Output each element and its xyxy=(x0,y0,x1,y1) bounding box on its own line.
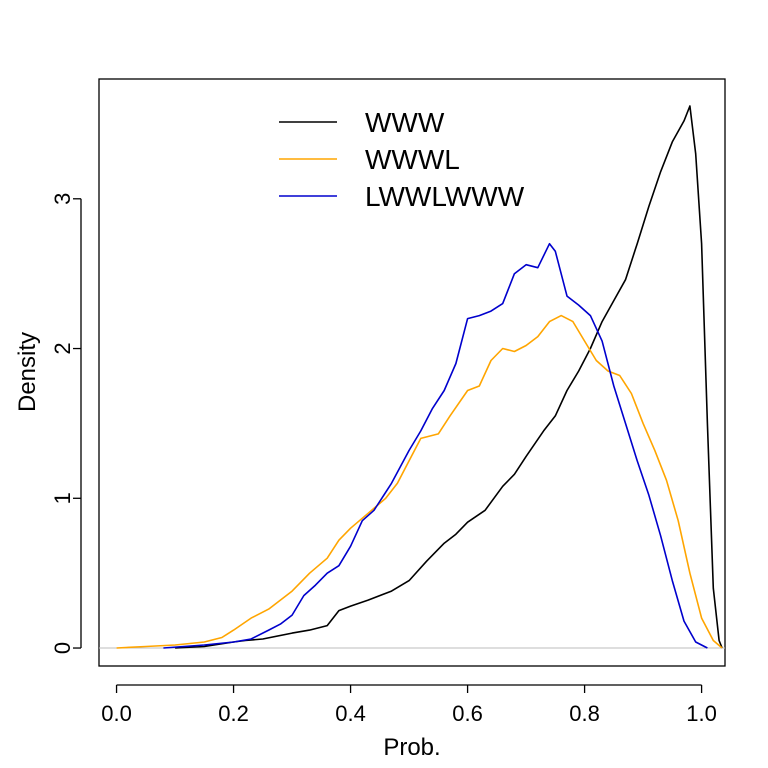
legend-label-lwwlwww: LWWLWWW xyxy=(365,181,525,212)
legend-label-www: WWW xyxy=(365,107,445,138)
y-tick-label: 2 xyxy=(50,342,75,354)
legend-label-wwwl: WWWL xyxy=(365,144,460,175)
x-tick-label: 0.2 xyxy=(218,701,249,726)
y-tick-label: 0 xyxy=(50,642,75,654)
series-layer xyxy=(116,105,723,649)
x-tick-label: 0.0 xyxy=(101,701,132,726)
x-tick-label: 0.6 xyxy=(452,701,483,726)
x-axis-label: Prob. xyxy=(383,734,440,761)
legend: WWW WWWL LWWLWWW xyxy=(279,107,525,212)
x-axis: 0.0 0.2 0.4 0.6 0.8 1.0 xyxy=(101,684,717,726)
series-line-lwwlwww xyxy=(163,242,708,649)
y-axis-label: Density xyxy=(14,332,41,412)
series-line-www xyxy=(175,105,723,649)
y-tick-label: 1 xyxy=(50,492,75,504)
y-axis: 0 1 2 3 xyxy=(50,193,82,654)
series-line-wwwl xyxy=(116,314,723,649)
x-tick-label: 0.4 xyxy=(335,701,366,726)
y-tick-label: 3 xyxy=(50,193,75,205)
plot-frame xyxy=(98,78,726,667)
x-tick-label: 0.8 xyxy=(569,701,600,726)
x-tick-label: 1.0 xyxy=(686,701,717,726)
